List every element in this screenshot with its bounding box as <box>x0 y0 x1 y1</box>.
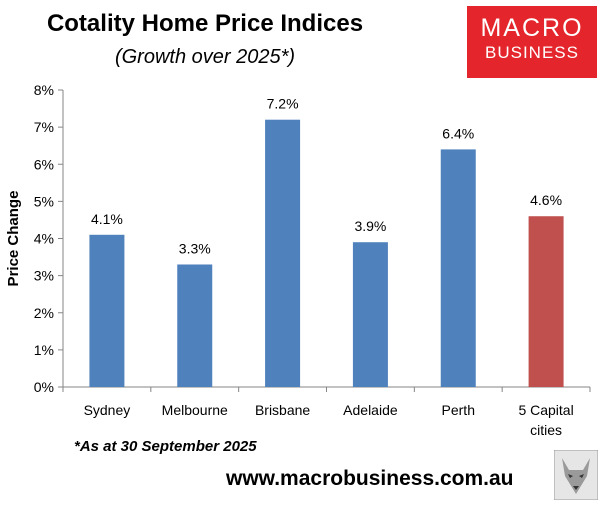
logo-line-1: MACRO <box>480 14 584 42</box>
chart-title: Cotality Home Price Indices <box>46 10 364 37</box>
wolf-icon <box>554 450 598 500</box>
x-category-label: Perth <box>442 402 475 418</box>
x-category-label: Melbourne <box>162 402 228 418</box>
y-tick-label: 6% <box>34 156 54 172</box>
y-tick-label: 4% <box>34 231 54 247</box>
y-tick-label: 0% <box>34 379 54 395</box>
y-tick-label: 1% <box>34 342 54 358</box>
website-url[interactable]: www.macrobusiness.com.au <box>226 467 514 490</box>
bar-3 <box>265 119 301 387</box>
bar-4 <box>352 242 388 387</box>
data-label: 3.9% <box>354 218 386 234</box>
bar-2 <box>177 264 213 387</box>
y-tick-label: 2% <box>34 305 54 321</box>
y-tick-label: 7% <box>34 119 54 135</box>
data-label: 6.4% <box>442 125 474 141</box>
logo-line-2: BUSINESS <box>485 43 579 62</box>
bar-1 <box>89 234 125 387</box>
bar-5 <box>440 149 476 387</box>
y-tick-label: 8% <box>34 82 54 98</box>
data-label: 4.6% <box>530 192 562 208</box>
y-tick-label: 5% <box>34 193 54 209</box>
macrobusiness-logo: MACRO BUSINESS <box>467 6 597 78</box>
data-label: 3.3% <box>179 240 211 256</box>
x-category-label: 5 Capital cities <box>518 402 573 438</box>
data-label: 7.2% <box>267 96 299 112</box>
footnote: *As at 30 September 2025 <box>74 438 257 455</box>
x-category-label: Brisbane <box>255 402 310 418</box>
bar-6 <box>528 216 564 387</box>
x-category-label: Adelaide <box>343 402 398 418</box>
y-axis-title: Price Change <box>5 191 22 287</box>
y-tick-label: 3% <box>34 268 54 284</box>
chart-subtitle: (Growth over 2025*) <box>114 46 296 68</box>
data-label: 4.1% <box>91 211 123 227</box>
x-category-label: Sydney <box>84 402 131 418</box>
